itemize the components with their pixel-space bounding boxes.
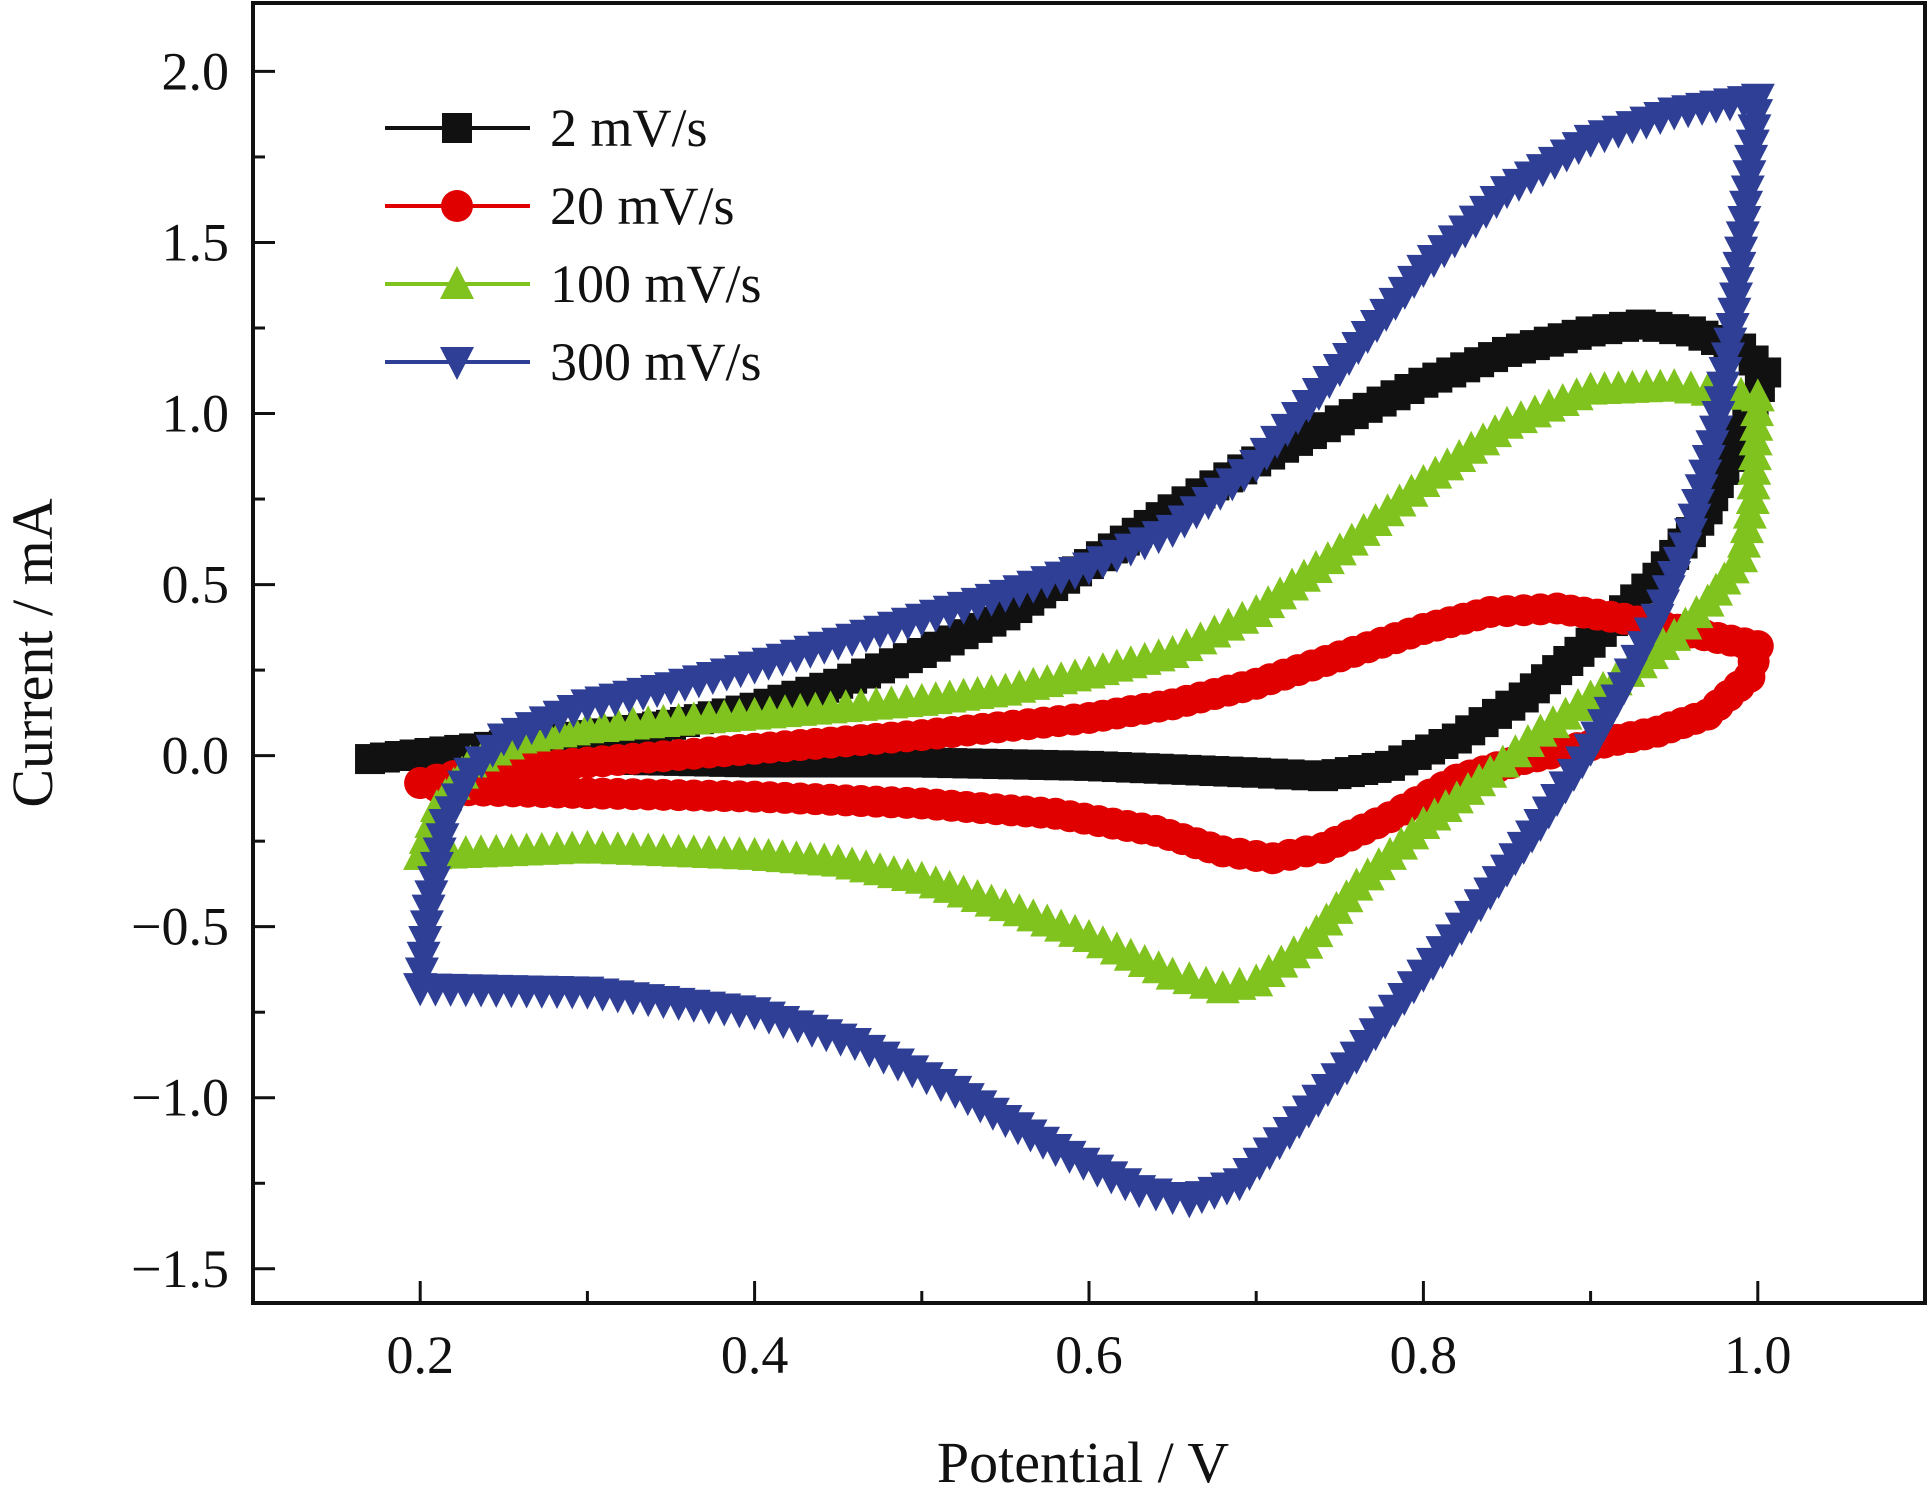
x-tick-label: 0.6: [1055, 1325, 1123, 1385]
y-tick-label: 2.0: [162, 41, 230, 101]
data-point: [1735, 481, 1770, 515]
data-point: [411, 894, 446, 928]
data-point: [408, 926, 443, 960]
data-point: [419, 851, 454, 885]
legend-marker: [441, 190, 473, 222]
data-point: [417, 866, 452, 900]
data-point: [406, 941, 441, 975]
y-axis-ticks: −1.5 −1.0 −0.5 0.0 0.5 1.0 1.5 2.0: [131, 41, 275, 1299]
y-axis-title: Current / mA: [0, 498, 65, 807]
y-tick-label: −1.5: [131, 1239, 229, 1299]
legend-label: 100 mV/s: [550, 254, 762, 314]
y-tick-label: −0.5: [131, 897, 229, 957]
legend-marker: [440, 266, 474, 299]
y-tick-label: −1.0: [131, 1068, 229, 1128]
legend-marker: [442, 113, 472, 143]
data-point: [1727, 524, 1762, 558]
y-tick-label: 1.0: [162, 384, 230, 444]
data-point: [414, 880, 449, 914]
data-point: [422, 837, 457, 871]
x-axis-ticks: 0.2 0.4 0.6 0.8 1.0: [386, 1281, 1927, 1385]
series-layer: [355, 83, 1782, 1219]
data-point: [403, 973, 438, 1007]
data-point: [1732, 495, 1767, 529]
x-tick-label: 0.8: [1390, 1325, 1458, 1385]
x-tick-label: 0.4: [721, 1325, 789, 1385]
series-100-mv-s: [403, 368, 1775, 1004]
legend-marker: [440, 347, 474, 380]
legend: 2 mV/s 20 mV/s 100 mV/s 300 mV/s: [385, 98, 762, 392]
legend-label: 300 mV/s: [550, 332, 762, 392]
legend-label: 2 mV/s: [550, 98, 708, 158]
legend-label: 20 mV/s: [550, 176, 735, 236]
y-tick-label: 1.5: [162, 212, 230, 272]
y-tick-label: 0.5: [162, 555, 230, 615]
data-point: [1729, 510, 1764, 544]
x-axis-title: Potential / V: [937, 1430, 1229, 1495]
data-point: [404, 767, 437, 799]
y-tick-label: 0.0: [162, 726, 230, 786]
series-300-mv-s: [403, 83, 1775, 1219]
x-tick-label: 1.0: [1724, 1325, 1792, 1385]
data-point: [409, 910, 444, 944]
x-tick-label: 0.2: [386, 1325, 454, 1385]
data-point: [425, 823, 460, 857]
